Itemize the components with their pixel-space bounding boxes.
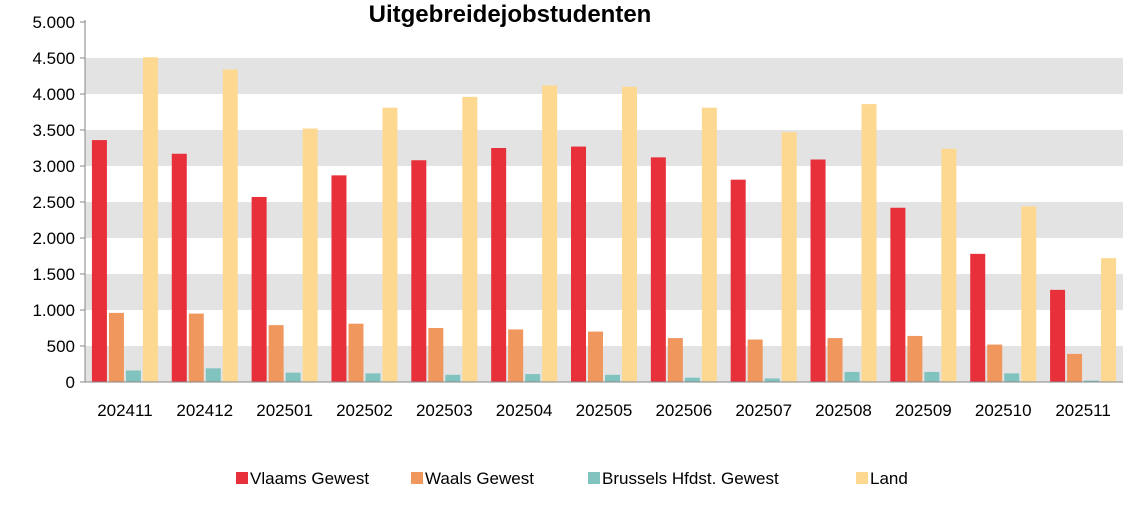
y-tick-label: 3.000 [32,157,75,176]
bar [684,377,700,382]
bar [302,128,318,382]
bar [1067,353,1083,382]
legend-label: Waals Gewest [425,469,534,488]
bar [205,368,221,382]
bar [542,85,558,383]
bar [970,253,986,382]
y-tick-label: 0 [66,373,75,392]
x-tick-label: 202505 [576,401,633,420]
grid-band [85,130,1123,166]
y-tick-label: 2.500 [32,193,75,212]
x-tick-label: 202503 [416,401,473,420]
legend: Vlaams Gewest Waals Gewest Brussels Hfdst.… [236,469,908,488]
bar [411,160,427,382]
legend-label: Vlaams Gewest [250,469,369,488]
x-tick-label: 202504 [496,401,553,420]
bar [348,323,364,382]
grid-band [85,58,1123,94]
chart-title: Uitgebreidejobstudenten [369,1,652,28]
y-tick-label: 3.500 [32,121,75,140]
bar [491,148,507,382]
bar [650,157,666,382]
grid-band [85,274,1123,310]
bars [91,57,1117,383]
y-axis: 0 500 1.000 1.500 2.000 2.500 3.000 3.500 4.000 4… [32,13,86,392]
bar [701,107,717,383]
y-tick-label: 5.000 [32,13,75,32]
bar [1050,289,1066,382]
bar [1021,206,1037,382]
x-axis: 202411 202412 202501 202502 202503 202504 2025… [85,381,1123,420]
bar [861,104,877,382]
bar [622,86,637,383]
bar [445,374,461,382]
bar [941,148,957,382]
y-tick-label: 1.500 [32,265,75,284]
legend-swatch [856,472,868,484]
x-tick-label: 202506 [655,401,712,420]
x-tick-label: 202511 [1055,401,1110,420]
bar [827,338,843,382]
bar [1084,380,1100,382]
x-tick-label: 202510 [975,401,1032,420]
bar [171,153,187,382]
bar [1004,373,1020,382]
bar [365,373,381,382]
bar [285,372,301,382]
bar [91,140,107,382]
bar [667,338,683,382]
bar [924,371,940,382]
legend-label: Brussels Hfdst. Gewest [602,469,779,488]
legend-swatch [236,472,248,484]
x-tick-label: 202508 [815,401,872,420]
bar [605,374,620,382]
bar [588,331,603,382]
bar [525,374,541,382]
bar [331,175,347,382]
bar [125,370,141,382]
x-tick-label: 202411 [97,401,152,420]
bar [382,107,398,383]
y-tick-label: 4.500 [32,49,75,68]
bar [844,371,860,382]
legend-swatch [411,472,423,484]
grid-band [85,346,1123,382]
y-tick-label: 2.000 [32,229,75,248]
bar [764,378,780,382]
bar [907,335,923,382]
x-tick-label: 202509 [895,401,952,420]
bar [747,339,763,382]
bar [508,329,524,382]
x-tick-label: 202502 [336,401,393,420]
grid-band [85,202,1123,238]
bar [268,325,284,382]
bar [428,328,444,382]
bar [462,96,478,382]
x-tick-label: 202507 [735,401,792,420]
x-tick-label: 202501 [256,401,313,420]
y-tick-label: 4.000 [32,85,75,104]
bar [1101,258,1117,382]
legend-label: Land [870,469,908,488]
grid-bands [85,58,1123,382]
y-tick-label: 500 [47,337,75,356]
y-tick-label: 1.000 [32,301,75,320]
bar [890,207,906,382]
bar [571,146,586,382]
bar [222,69,238,383]
bar [108,312,124,382]
bar [810,159,826,382]
bar [987,344,1003,382]
x-tick-label: 202412 [176,401,233,420]
legend-swatch [588,472,600,484]
bar [251,196,267,382]
bar [781,132,797,382]
bar [188,313,204,382]
bar [142,57,158,382]
bar [730,179,746,382]
